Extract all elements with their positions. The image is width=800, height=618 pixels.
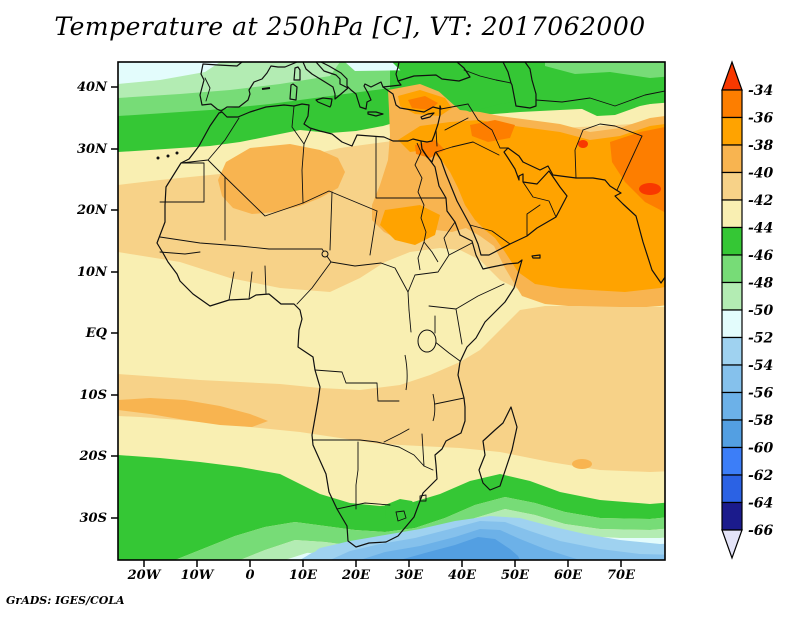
socotra-coastline	[531, 254, 541, 259]
canary-island	[175, 151, 179, 155]
colorbar-segment	[721, 116, 743, 146]
lakes-rivers	[321, 142, 439, 422]
colorbar-tick-label: -64	[748, 496, 773, 512]
colorbar-tick-label: -46	[748, 248, 774, 264]
lon-tick-label: 0	[245, 568, 254, 583]
lat-tick-label: 20S	[79, 449, 107, 464]
coastlines	[156, 62, 684, 548]
colorbar-tick-label: -62	[748, 468, 774, 484]
nile-river	[414, 142, 439, 271]
sicily-coastline	[315, 97, 333, 108]
colorbar-segment	[721, 226, 743, 256]
lake-tanganyika	[404, 354, 408, 391]
balkans-greece-coastline	[320, 62, 442, 113]
lat-axis-labels: 40N 30N 20N 10N EQ 10S 20S 30S	[76, 80, 108, 526]
arabia-coastline	[435, 147, 568, 256]
colorbar-tick-label: -36	[748, 111, 774, 127]
sri-lanka-coastline	[671, 278, 684, 297]
colorbar-segment	[721, 144, 743, 174]
lat-tick-label: 20N	[76, 203, 108, 218]
colorbar-bottom-arrow	[721, 529, 743, 560]
lon-tick-label: 10W	[181, 568, 215, 583]
lon-tick-label: 70E	[607, 568, 636, 583]
colorbar: -34 -36 -38 -40 -42 -44 -46 -48 -50 -52 -54 -56 -58 -…	[721, 60, 774, 560]
balearic-island	[261, 87, 271, 90]
colorbar-segment	[721, 446, 743, 476]
colorbar-tick-label: -34	[748, 83, 773, 99]
colorbar-tick-label: -66	[748, 523, 774, 539]
colorbar-tick-label: -42	[748, 193, 774, 209]
colorbar-segment	[721, 171, 743, 201]
colorbar-tick-label: -56	[748, 386, 774, 402]
italy-coastline	[302, 62, 349, 100]
lat-tick-label: 30N	[77, 142, 108, 157]
iberia-coastline	[199, 62, 298, 112]
corsica-coastline	[293, 66, 301, 81]
colorbar-tick-label: -52	[748, 331, 774, 347]
colorbar-segment	[721, 199, 743, 229]
levant-coastline	[420, 105, 441, 143]
caspian-coastline	[502, 62, 537, 109]
colorbar-segment	[721, 364, 743, 394]
lon-axis-labels: 20W 10W 0 10E 20E 30E 40E 50E 60E 70E	[127, 568, 636, 583]
colorbar-segment	[721, 391, 743, 421]
lon-tick-label: 60E	[554, 568, 583, 583]
black-sea-coastline	[382, 62, 471, 88]
map-frame	[117, 61, 666, 561]
lon-tick-label: 40E	[448, 568, 477, 583]
lake-malawi	[432, 393, 436, 422]
plot-title: Temperature at 250hPa [C], VT: 201706200…	[54, 12, 646, 41]
lat-tick-label: 10N	[77, 265, 108, 280]
colorbar-tick-label: -60	[748, 441, 774, 457]
colorbar-top-arrow	[721, 60, 743, 91]
lat-tick-label: 40N	[77, 80, 108, 95]
cyprus-coastline	[420, 112, 435, 120]
canary-island	[166, 154, 170, 158]
colorbar-segment	[721, 474, 743, 504]
iran-india-coastline	[507, 147, 665, 284]
sinai-red-sea-coastline	[421, 148, 437, 163]
africa-coastline	[156, 103, 523, 548]
colorbar-segment	[721, 309, 743, 339]
colorbar-tick-label: -50	[748, 303, 774, 319]
colorbar-tick-label: -38	[748, 138, 774, 154]
canary-island	[156, 156, 160, 160]
colorbar-tick-label: -40	[748, 166, 774, 182]
lon-tick-label: 30E	[395, 568, 424, 583]
colorbar-tick-label: -58	[748, 413, 774, 429]
colorbar-segment	[721, 419, 743, 449]
lat-tick-label: 10S	[80, 388, 107, 403]
colorbar-segment	[721, 281, 743, 311]
lon-tick-label: 20E	[341, 568, 371, 583]
colorbar-segment	[721, 89, 743, 119]
lake-victoria	[417, 329, 437, 353]
temperature-field	[118, 62, 665, 560]
colorbar-segment	[721, 336, 743, 366]
lat-tick-label: EQ	[85, 326, 108, 341]
axis-ticks	[111, 86, 622, 567]
colorbar-tick-label: -54	[748, 358, 773, 374]
crete-coastline	[367, 111, 384, 117]
colorbar-segment	[721, 501, 743, 531]
country-borders	[159, 69, 665, 522]
lon-tick-label: 50E	[501, 568, 530, 583]
sardinia-coastline	[289, 83, 298, 101]
madagascar-coastline	[478, 406, 518, 491]
lon-tick-label: 10E	[289, 568, 318, 583]
colorbar-segment	[721, 254, 743, 284]
grads-stamp: GrADS: IGES/COLA	[6, 594, 125, 607]
lake-chad	[321, 250, 329, 258]
colorbar-tick-label: -44	[748, 221, 773, 237]
lon-tick-label: 20W	[127, 568, 162, 583]
colorbar-tick-label: -48	[748, 276, 774, 292]
lat-tick-label: 30S	[80, 511, 107, 526]
